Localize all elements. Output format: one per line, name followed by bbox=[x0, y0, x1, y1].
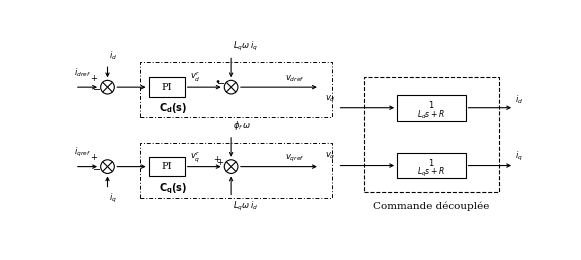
Text: $L_q s+R$: $L_q s+R$ bbox=[417, 166, 445, 179]
Text: $\bullet$: $\bullet$ bbox=[214, 75, 221, 85]
Text: $i_q$: $i_q$ bbox=[515, 150, 523, 163]
Bar bbox=[364, 76, 498, 192]
Text: $L_d s+R$: $L_d s+R$ bbox=[417, 109, 445, 121]
Text: $\phi_f\,\omega$: $\phi_f\,\omega$ bbox=[233, 119, 251, 132]
Bar bbox=[397, 153, 465, 178]
Text: $+$: $+$ bbox=[90, 152, 98, 162]
Text: PI: PI bbox=[162, 162, 172, 171]
Text: $+$: $+$ bbox=[213, 153, 221, 164]
Text: $\mathbf{C_q(s)}$: $\mathbf{C_q(s)}$ bbox=[159, 182, 187, 196]
Bar bbox=[149, 157, 185, 176]
Text: $1$: $1$ bbox=[428, 99, 435, 110]
Text: PI: PI bbox=[162, 83, 172, 92]
Text: $i_{dref}$: $i_{dref}$ bbox=[74, 67, 91, 79]
Text: $L_q\omega\,i_q$: $L_q\omega\,i_q$ bbox=[233, 40, 258, 53]
Text: $i_q$: $i_q$ bbox=[109, 192, 117, 205]
Text: $1$: $1$ bbox=[428, 157, 435, 168]
Text: $L_q\omega\,i_d$: $L_q\omega\,i_d$ bbox=[233, 200, 258, 213]
Bar bbox=[397, 95, 465, 121]
Text: $-$: $-$ bbox=[92, 84, 101, 93]
Text: $+$: $+$ bbox=[90, 73, 98, 83]
Text: $v_{qref}$: $v_{qref}$ bbox=[285, 152, 304, 164]
Text: $v_d^r$: $v_d^r$ bbox=[190, 70, 200, 84]
Text: $v_q$: $v_q$ bbox=[325, 151, 335, 162]
Text: $i_{qref}$: $i_{qref}$ bbox=[74, 146, 91, 159]
Bar bbox=[139, 62, 332, 117]
Bar bbox=[139, 143, 332, 198]
Text: $v_d$: $v_d$ bbox=[325, 94, 335, 104]
Text: $-$: $-$ bbox=[216, 78, 225, 87]
Text: $-$: $-$ bbox=[92, 164, 101, 173]
Text: Commande découplée: Commande découplée bbox=[373, 202, 489, 211]
Text: $v_q^r$: $v_q^r$ bbox=[190, 149, 200, 164]
Text: $i_d$: $i_d$ bbox=[109, 49, 117, 62]
Text: $+$: $+$ bbox=[216, 157, 224, 167]
Text: $v_{dref}$: $v_{dref}$ bbox=[285, 74, 304, 84]
Text: $i_d$: $i_d$ bbox=[515, 93, 523, 106]
Bar bbox=[149, 77, 185, 97]
Text: $\mathbf{C_d(s)}$: $\mathbf{C_d(s)}$ bbox=[159, 101, 187, 115]
